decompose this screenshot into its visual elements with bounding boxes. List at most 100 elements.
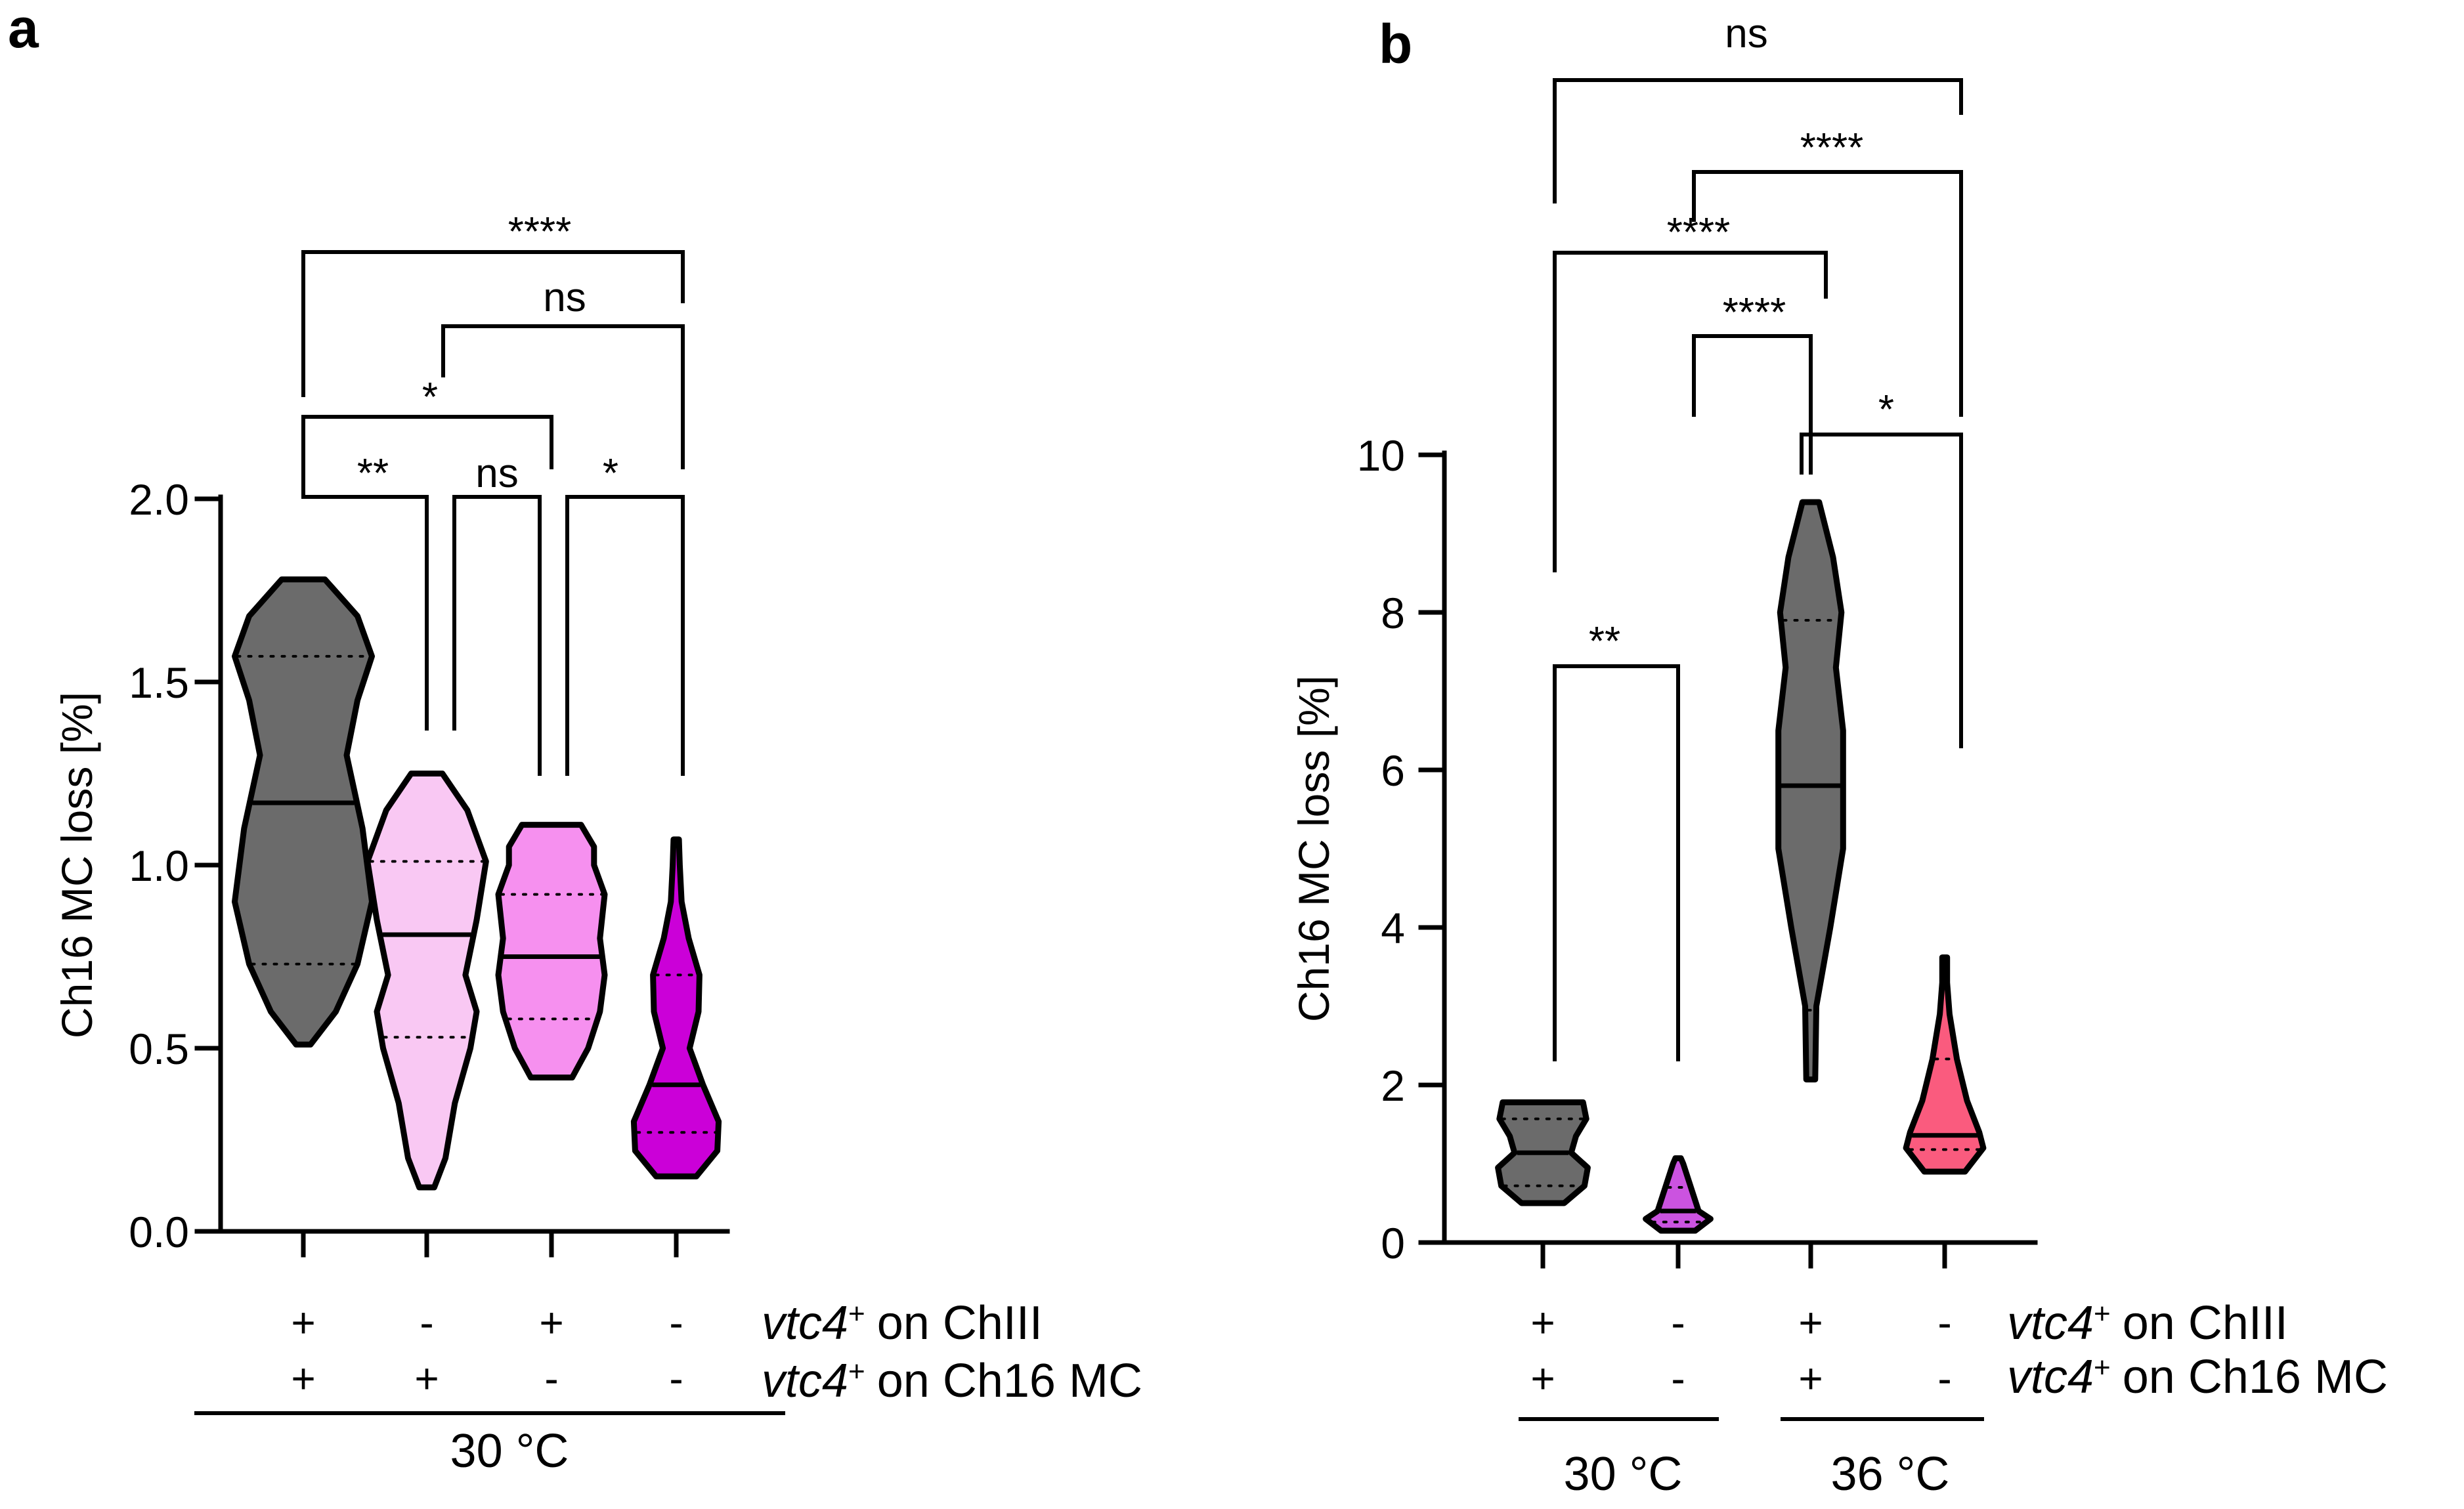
panel-b-violin-4 bbox=[1903, 954, 1987, 1175]
panel-b-ytick-label-5: 10 bbox=[1357, 431, 1405, 480]
panel-a-y-axis: 0.0 0.5 1.0 1.5 2.0 Ch16 MC loss [%] bbox=[53, 475, 730, 1256]
panel-a-row-text-1: on ChIII bbox=[877, 1297, 1043, 1350]
panel-a-conditions: + - + - + + - - vtc4+ on ChIII vtc4+ on Ch… bbox=[194, 1297, 1142, 1477]
panel-a-ytick-label-2: 1.0 bbox=[129, 841, 189, 890]
panel-b: b 0 2 4 6 8 10 Ch16 MC loss [%] bbox=[1289, 11, 2388, 1500]
panel-b-chIII-2: - bbox=[1671, 1299, 1685, 1346]
panel-a-sig-1-3: * bbox=[422, 375, 438, 420]
panel-a-violin-3-body bbox=[495, 822, 608, 1081]
panel-b-row-sup-2: + bbox=[2094, 1351, 2111, 1384]
panel-b-ytick-label-2: 4 bbox=[1381, 904, 1405, 952]
panel-b-ytick-label-3: 6 bbox=[1381, 746, 1405, 795]
panel-b-sig-2-3: **** bbox=[1723, 290, 1786, 335]
panel-a-sig-1-2: ** bbox=[357, 451, 389, 496]
panel-a-bracket-1-3 bbox=[301, 415, 553, 469]
panel-a-sig-2-4: ns bbox=[543, 275, 586, 320]
panel-a-row-gene-1: vtc4 bbox=[762, 1297, 848, 1350]
panel-a-chIII-3: + bbox=[539, 1299, 563, 1346]
panel-a: a 0.0 0.5 1.0 1.5 2.0 Ch16 MC loss [%] bbox=[8, 0, 1142, 1477]
panel-a-sig-3-4: * bbox=[603, 451, 618, 496]
panel-a-ytick-label-0: 0.0 bbox=[129, 1208, 189, 1256]
panel-b-ch16-2: - bbox=[1671, 1355, 1685, 1402]
panel-b-ytick-label-4: 8 bbox=[1381, 589, 1405, 637]
panel-b-y-axis: 0 2 4 6 8 10 Ch16 MC loss [%] bbox=[1289, 431, 2038, 1267]
panel-a-violin-2-body bbox=[364, 771, 489, 1191]
panel-a-ytick-label-4: 2.0 bbox=[129, 475, 189, 524]
panel-b-sig-1-4: ns bbox=[1725, 11, 1767, 56]
panel-b-violin-4-body bbox=[1903, 954, 1987, 1175]
panel-b-y-axis-title: Ch16 MC loss [%] bbox=[1289, 675, 1338, 1022]
panel-a-significance: ** ns * * ns **** bbox=[301, 209, 685, 776]
panel-b-row-text-2: on Ch16 MC bbox=[2123, 1351, 2388, 1403]
panel-a-row-label-ch16: vtc4+ on Ch16 MC bbox=[762, 1355, 1142, 1407]
panel-a-letter: a bbox=[8, 0, 39, 59]
panel-a-ytick-label-3: 1.5 bbox=[129, 658, 189, 707]
panel-a-ch16-4: - bbox=[669, 1355, 683, 1402]
panel-b-row-label-ch16: vtc4+ on Ch16 MC bbox=[2007, 1351, 2388, 1403]
panel-b-significance: ** * **** **** **** ns bbox=[1553, 11, 1963, 1061]
panel-a-ch16-1: + bbox=[291, 1355, 315, 1402]
panel-b-sig-1-3: **** bbox=[1667, 210, 1731, 255]
panel-a-violin-4-body bbox=[630, 836, 722, 1180]
panel-a-violins bbox=[232, 576, 722, 1191]
panel-a-row-gene-2: vtc4 bbox=[762, 1355, 848, 1407]
panel-a-row-label-chIII: vtc4+ on ChIII bbox=[762, 1297, 1043, 1350]
panel-b-violin-2 bbox=[1643, 1155, 1714, 1234]
panel-a-sig-1-4: **** bbox=[508, 209, 572, 255]
panel-b-chIII-1: + bbox=[1530, 1299, 1555, 1346]
panel-a-violin-1 bbox=[232, 576, 375, 1048]
panel-b-ch16-1: + bbox=[1530, 1355, 1555, 1402]
panel-b-sig-3-4: * bbox=[1878, 387, 1894, 433]
panel-b-row-gene-1: vtc4 bbox=[2007, 1297, 2094, 1350]
panel-b-chIII-4: - bbox=[1937, 1299, 1951, 1346]
panel-a-chIII-1: + bbox=[291, 1299, 315, 1346]
panel-b-violin-3-body bbox=[1775, 499, 1846, 1083]
panel-a-row-sup-2: + bbox=[848, 1355, 865, 1388]
panel-b-chIII-3: + bbox=[1798, 1299, 1823, 1346]
panel-a-ch16-2: + bbox=[414, 1355, 439, 1402]
panel-b-bracket-1-3 bbox=[1553, 251, 1828, 572]
panel-a-chIII-4: - bbox=[669, 1299, 683, 1346]
panel-b-row-text-1: on ChIII bbox=[2123, 1297, 2288, 1350]
panel-b-bracket-2-3 bbox=[1692, 334, 1813, 475]
panel-a-violin-3 bbox=[495, 822, 608, 1081]
panel-a-ch16-3: - bbox=[544, 1355, 558, 1402]
panel-b-x-ticks bbox=[1540, 1240, 1947, 1269]
panel-b-violin-3 bbox=[1775, 499, 1846, 1083]
panel-a-chIII-2: - bbox=[420, 1299, 433, 1346]
panel-b-violins bbox=[1495, 499, 1987, 1234]
panel-b-row-sup-1: + bbox=[2094, 1298, 2111, 1330]
panel-a-violin-1-body bbox=[232, 576, 375, 1048]
panel-b-letter: b bbox=[1379, 13, 1412, 75]
panel-b-ytick-label-0: 0 bbox=[1381, 1219, 1405, 1267]
panel-a-bracket-1-4 bbox=[301, 250, 685, 397]
panel-b-temperature-2: 36 °C bbox=[1831, 1448, 1950, 1500]
panel-a-violin-2 bbox=[364, 771, 489, 1191]
panel-a-ytick-label-1: 0.5 bbox=[129, 1025, 189, 1073]
panel-a-bracket-3-4 bbox=[565, 495, 685, 776]
panel-b-ytick-label-1: 2 bbox=[1381, 1061, 1405, 1110]
panel-b-row-gene-2: vtc4 bbox=[2007, 1351, 2094, 1403]
panel-a-x-ticks bbox=[301, 1229, 679, 1258]
panel-b-bracket-3-4 bbox=[1800, 433, 1963, 748]
panel-b-sig-2-4: **** bbox=[1800, 125, 1864, 171]
panel-b-violin-2-body bbox=[1643, 1155, 1714, 1234]
panel-b-ch16-4: - bbox=[1937, 1355, 1951, 1402]
panel-b-bracket-2-4 bbox=[1692, 170, 1963, 417]
panel-a-sig-2-3: ns bbox=[475, 451, 518, 496]
panel-b-sig-1-2: ** bbox=[1589, 619, 1620, 664]
panel-a-bracket-2-4 bbox=[441, 324, 685, 469]
panel-b-conditions: + - + - + - + - vtc4+ on ChIII vtc4+ on Ch… bbox=[1519, 1297, 2388, 1500]
panel-b-ch16-3: + bbox=[1798, 1355, 1823, 1402]
panel-b-row-label-chIII: vtc4+ on ChIII bbox=[2007, 1297, 2288, 1350]
panel-b-temperature-1: 30 °C bbox=[1564, 1448, 1683, 1500]
panel-a-y-axis-title: Ch16 MC loss [%] bbox=[53, 692, 101, 1038]
panel-a-row-sup-1: + bbox=[848, 1298, 865, 1330]
panel-b-bracket-1-2 bbox=[1553, 664, 1680, 1061]
panel-b-bracket-1-4 bbox=[1553, 78, 1963, 203]
panel-a-bracket-1-2 bbox=[301, 469, 429, 731]
panel-a-row-text-2: on Ch16 MC bbox=[877, 1355, 1142, 1407]
panel-a-temperature: 30 °C bbox=[450, 1425, 569, 1477]
panel-a-bracket-2-3 bbox=[452, 495, 542, 776]
